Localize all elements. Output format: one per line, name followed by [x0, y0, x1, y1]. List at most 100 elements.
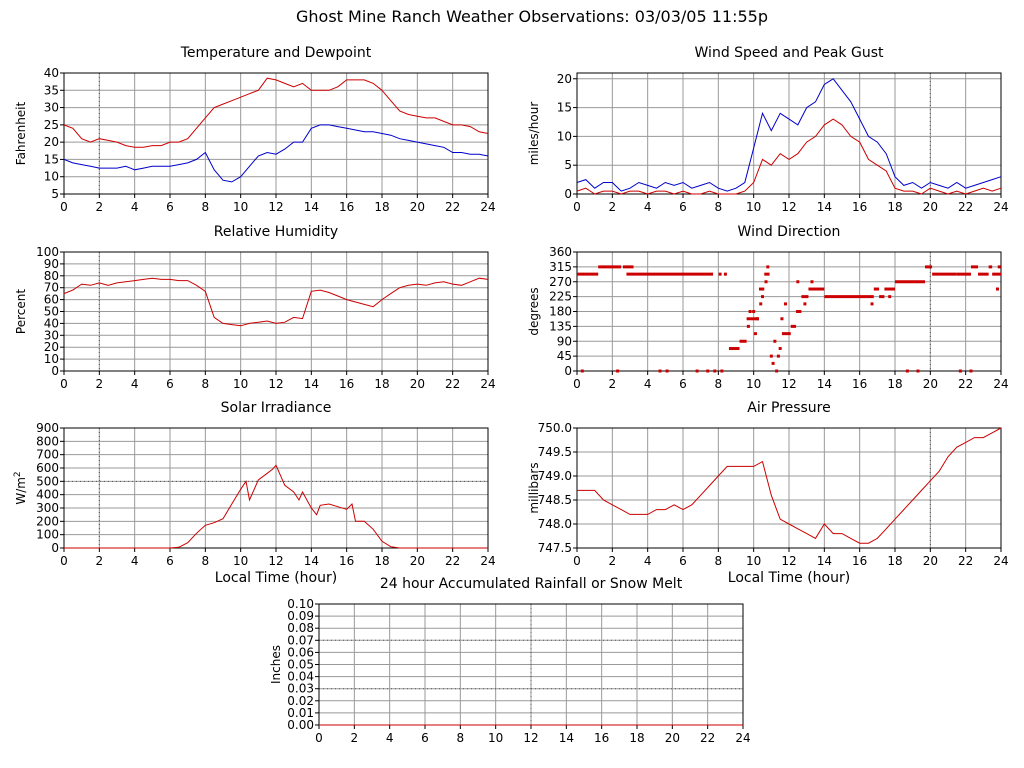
y-axis-label: W/m2	[13, 471, 28, 504]
y-tick-label: 0	[564, 364, 572, 378]
y-tick-label: 748.0	[538, 517, 572, 531]
x-tick-label: 24	[480, 377, 495, 391]
x-tick-label: 8	[715, 200, 723, 214]
x-tick-label: 16	[594, 731, 609, 745]
direction-point	[778, 347, 782, 351]
direction-point	[658, 369, 662, 373]
x-tick-label: 20	[923, 377, 938, 391]
x-tick-label: 22	[700, 731, 715, 745]
y-tick-label: 0.07	[287, 633, 314, 647]
x-tick-label: 18	[887, 377, 902, 391]
x-tick-label: 20	[410, 377, 425, 391]
x-tick-label: 6	[679, 377, 687, 391]
x-tick-label: 16	[339, 377, 354, 391]
y-tick-label: 600	[36, 461, 59, 475]
direction-point	[723, 272, 727, 276]
y-tick-label: 749.0	[538, 469, 572, 483]
direction-point	[718, 272, 722, 276]
page-title: Ghost Mine Ranch Weather Observations: 0…	[296, 7, 768, 26]
direction-point	[796, 280, 800, 284]
direction-point	[997, 265, 1001, 269]
x-tick-label: 2	[96, 377, 104, 391]
x-tick-label: 8	[202, 377, 210, 391]
chart-title: Wind Speed and Peak Gust	[695, 45, 884, 61]
x-tick-label: 4	[644, 377, 652, 391]
y-tick-label: 750.0	[538, 421, 572, 435]
x-tick-label: 8	[202, 554, 210, 568]
direction-point	[769, 354, 773, 358]
y-tick-label: 0.08	[287, 621, 314, 635]
y-tick-label: 25	[44, 118, 59, 132]
x-tick-label: 10	[233, 554, 248, 568]
x-tick-label: 24	[993, 377, 1008, 391]
x-tick-label: 22	[445, 200, 460, 214]
y-tick-label: 15	[44, 152, 59, 166]
chart-rain: 24 hour Accumulated Rainfall or Snow Mel…	[269, 576, 751, 745]
chart-title: Air Pressure	[747, 400, 830, 416]
y-tick-label: 90	[557, 334, 572, 348]
x-tick-label: 24	[480, 554, 495, 568]
y-tick-label: 0.01	[287, 706, 314, 720]
y-tick-label: 0.02	[287, 694, 314, 708]
x-tick-label: 8	[457, 731, 465, 745]
x-tick-label: 2	[609, 200, 617, 214]
direction-point	[995, 287, 999, 291]
y-tick-label: 60	[44, 293, 59, 307]
x-tick-label: 10	[488, 731, 503, 745]
direction-point	[748, 310, 752, 313]
x-tick-label: 24	[993, 554, 1008, 568]
y-axis-label-superscript: 2	[13, 471, 23, 477]
x-tick-label: 4	[644, 200, 652, 214]
x-tick-label: 2	[96, 554, 104, 568]
direction-point	[803, 302, 807, 306]
chart-title: Temperature and Dewpoint	[180, 45, 372, 61]
direction-point	[870, 302, 874, 306]
direction-point	[780, 317, 784, 321]
x-tick-label: 0	[573, 200, 581, 214]
y-tick-label: 0	[564, 187, 572, 201]
y-tick-label: 100	[36, 245, 59, 259]
y-tick-label: 0.06	[287, 645, 314, 659]
y-axis-label: miles/hour	[527, 102, 541, 166]
y-tick-label: 15	[557, 101, 572, 115]
chart-title: Wind Direction	[738, 224, 841, 240]
x-tick-label: 6	[679, 554, 687, 568]
x-tick-label: 16	[852, 200, 867, 214]
x-tick-label: 12	[268, 200, 283, 214]
y-tick-label: 5	[51, 187, 59, 201]
x-tick-label: 4	[131, 377, 139, 391]
y-tick-label: 10	[44, 352, 59, 366]
x-tick-label: 18	[629, 731, 644, 745]
x-tick-label: 14	[304, 377, 319, 391]
y-tick-label: 45	[557, 349, 572, 363]
y-tick-label: 80	[44, 269, 59, 283]
y-tick-label: 40	[44, 316, 59, 330]
y-tick-label: 30	[44, 101, 59, 115]
y-tick-label: 300	[36, 501, 59, 515]
direction-point	[720, 369, 724, 373]
x-tick-label: 14	[304, 554, 319, 568]
x-tick-label: 10	[746, 554, 761, 568]
y-tick-label: 748.5	[538, 493, 572, 507]
x-axis-label: Local Time (hour)	[728, 570, 850, 586]
x-tick-label: 4	[386, 731, 394, 745]
x-tick-label: 18	[374, 554, 389, 568]
y-tick-label: 70	[44, 281, 59, 295]
x-tick-label: 22	[445, 554, 460, 568]
series-line-0	[63, 277, 489, 327]
x-tick-label: 0	[573, 377, 581, 391]
x-tick-label: 12	[781, 377, 796, 391]
x-tick-label: 8	[715, 377, 723, 391]
direction-point	[810, 280, 814, 284]
x-tick-label: 22	[445, 377, 460, 391]
direction-point	[665, 369, 669, 373]
series-line-0	[63, 77, 489, 148]
y-tick-label: 35	[44, 83, 59, 97]
x-tick-label: 12	[781, 554, 796, 568]
y-tick-label: 700	[36, 448, 59, 462]
y-tick-label: 90	[44, 257, 59, 271]
series-line-1	[63, 124, 489, 183]
direction-point	[695, 369, 699, 373]
